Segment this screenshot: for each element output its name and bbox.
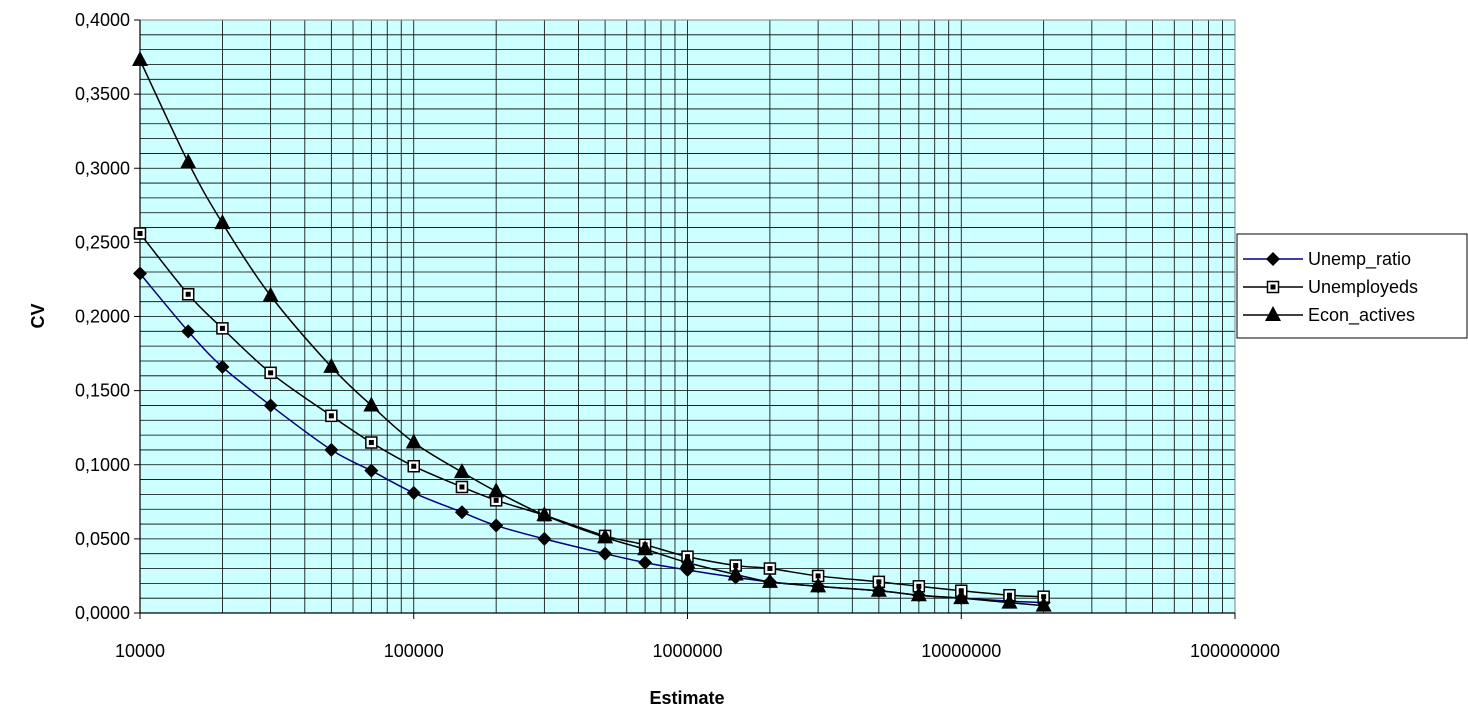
data-point [488, 482, 505, 498]
data-point [727, 565, 744, 581]
data-point [262, 286, 279, 302]
y-tick-label: 0,3000 [75, 158, 130, 178]
data-point [679, 553, 696, 569]
data-point [132, 51, 148, 67]
data-point [180, 153, 197, 169]
legend: Unemp_ratio Unemployeds Econ_actives [1236, 233, 1468, 339]
data-point [637, 540, 654, 556]
data-point [489, 518, 504, 533]
data-point [406, 485, 421, 500]
data-point-center [411, 463, 417, 469]
y-tick-label: 0,2000 [75, 307, 130, 327]
legend-label: Unemp_ratio [1308, 249, 1411, 270]
data-point [870, 581, 887, 597]
x-tick-label: 100000 [384, 641, 444, 661]
data-point [214, 214, 231, 230]
data-point [181, 324, 196, 339]
data-point [453, 463, 470, 479]
series-econ-actives [132, 51, 1052, 612]
data-point [1001, 593, 1018, 609]
data-point-center [137, 230, 143, 236]
data-point-center [328, 413, 334, 419]
y-tick-label: 0,4000 [75, 10, 130, 30]
data-point [133, 266, 147, 281]
y-tick-label: 0,0500 [75, 529, 130, 549]
data-point-center [815, 573, 821, 579]
grid [140, 20, 1235, 613]
data-point [761, 572, 778, 588]
y-tick-label: 0,1500 [75, 381, 130, 401]
data-point-center [767, 566, 773, 572]
data-point [405, 433, 422, 449]
data-point [537, 531, 552, 546]
legend-marker [1265, 306, 1281, 321]
x-tick-label: 10000 [115, 641, 165, 661]
y-tick-label: 0,1000 [75, 455, 130, 475]
data-point-center [219, 325, 225, 331]
data-point-center [185, 291, 191, 297]
data-point-center [459, 484, 465, 490]
data-point [323, 357, 340, 373]
data-point [364, 463, 379, 478]
legend-marker-center [1270, 284, 1276, 290]
data-point [910, 586, 927, 602]
x-tick-label: 10000000 [921, 641, 1001, 661]
data-point [215, 359, 230, 374]
y-tick-label: 0,2500 [75, 232, 130, 252]
data-point [598, 546, 613, 561]
legend-marker [1266, 252, 1280, 266]
data-point [953, 589, 970, 605]
x-axis-title: Estimate [649, 688, 724, 708]
data-point-center [368, 440, 374, 446]
data-point [1035, 596, 1052, 612]
legend-label: Unemployeds [1308, 277, 1418, 297]
data-point [363, 396, 380, 412]
tick-labels: 0,0000 0,0500 0,1000 0,1500 0,2000 0,2500 0,30… [75, 10, 1280, 661]
data-point-center [268, 370, 274, 376]
data-point [597, 528, 614, 544]
legend-label: Econ_actives [1308, 305, 1415, 326]
y-tick-label: 0,0000 [75, 603, 130, 623]
data-point [638, 555, 653, 570]
x-tick-label: 1000000 [652, 641, 722, 661]
x-tick-label: 100000000 [1190, 641, 1280, 661]
y-tick-label: 0,3500 [75, 84, 130, 104]
series-group [132, 51, 1052, 612]
data-point-center [493, 497, 499, 503]
y-axis-title: CV [28, 303, 48, 328]
data-point [324, 442, 339, 457]
data-point [810, 577, 827, 593]
data-point [536, 506, 553, 522]
data-point [454, 505, 469, 520]
axes [134, 19, 1236, 619]
data-point [263, 398, 278, 413]
